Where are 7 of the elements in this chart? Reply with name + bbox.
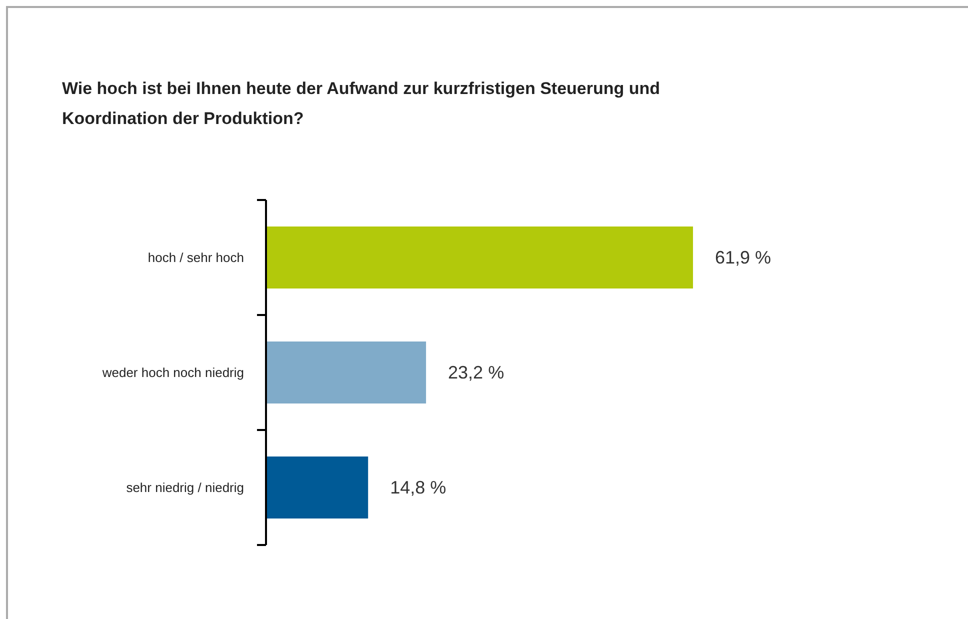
y-tick-label: weder hoch noch niedrig [101, 365, 244, 380]
data-label: 23,2 % [448, 362, 504, 382]
chart-title: Wie hoch ist bei Ihnen heute der Aufwand zur kurzfristigen Steuerung und Koordination der Produktion? [62, 78, 662, 130]
y-tick-label: hoch / sehr hoch [148, 250, 244, 266]
y-tick-label: sehr niedrig / niedrig [126, 480, 244, 496]
data-label: 61,9 % [715, 247, 772, 268]
data-label: 14,8 % [390, 477, 446, 498]
